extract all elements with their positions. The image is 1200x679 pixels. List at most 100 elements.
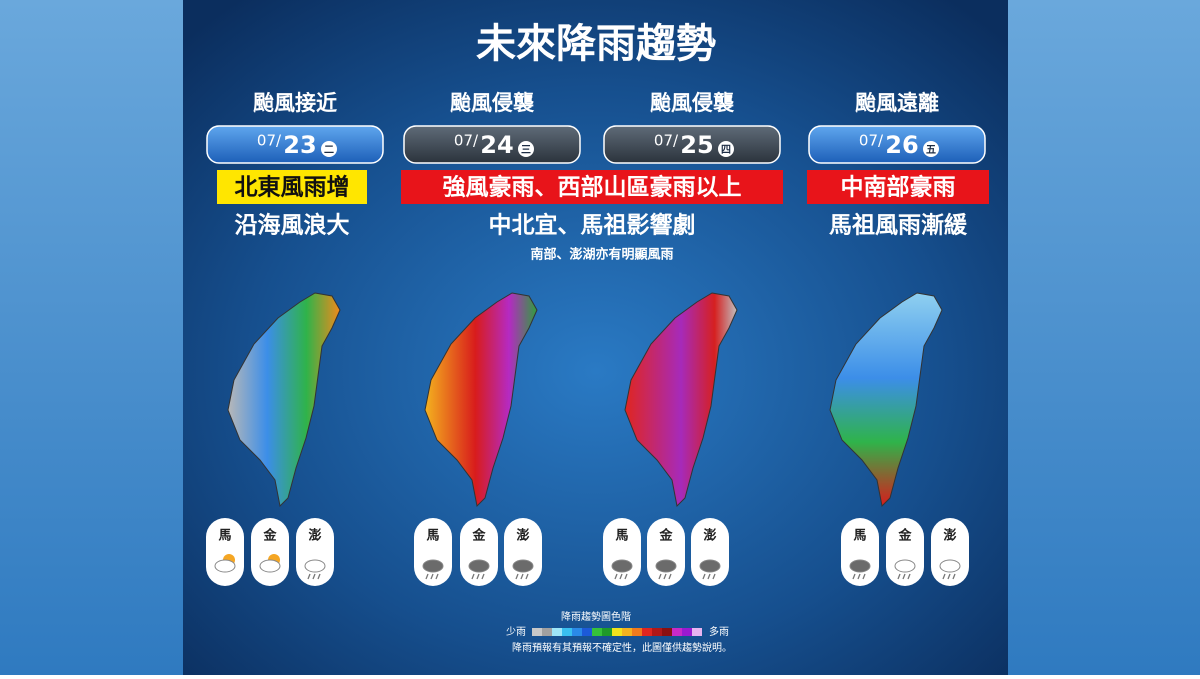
cloud-icon <box>512 559 534 573</box>
station-label: 金 <box>471 528 486 544</box>
date-month: 07/ <box>859 132 884 150</box>
date-month: 07/ <box>654 132 679 150</box>
station-pill <box>886 518 924 586</box>
rain-icon <box>425 573 439 580</box>
weekday-badge <box>923 141 939 157</box>
station-label: 馬 <box>853 529 866 544</box>
rain-icon <box>942 573 956 580</box>
date-day: 26 <box>885 131 918 159</box>
cloud-icon <box>655 559 677 573</box>
date-pill <box>808 125 986 164</box>
station-pill <box>841 518 879 586</box>
cloud-icon <box>939 559 961 573</box>
weekday: 二 <box>324 144 334 156</box>
rain-map <box>829 292 943 508</box>
cloud-icon <box>214 559 236 573</box>
station-pill <box>603 518 641 586</box>
station-label: 金 <box>262 528 277 544</box>
weekday-badge <box>718 141 734 157</box>
scale-swatch <box>642 628 652 636</box>
scale-swatch <box>692 628 702 636</box>
station-label: 澎 <box>516 528 529 544</box>
rain-icon <box>307 573 321 580</box>
date-pill <box>603 125 781 164</box>
weekday: 五 <box>926 144 936 156</box>
scale-swatch <box>582 628 592 636</box>
rain-icon <box>702 573 716 580</box>
station-label: 澎 <box>943 528 956 544</box>
station-label: 馬 <box>615 529 628 544</box>
rain-map <box>624 292 738 508</box>
detail: 沿海風浪大 <box>235 212 350 239</box>
station-label: 金 <box>897 528 912 544</box>
cloud-icon <box>849 559 871 573</box>
date-day: 25 <box>680 131 713 159</box>
weekday-badge <box>321 141 337 157</box>
scale-swatch <box>592 628 602 636</box>
headline-bg <box>401 170 783 204</box>
phase: 颱風侵襲 <box>650 91 735 115</box>
station-pill <box>460 518 498 586</box>
rain-icon <box>471 573 485 580</box>
station-pill <box>414 518 452 586</box>
rain-map <box>227 292 341 508</box>
station-pill <box>206 518 244 586</box>
headline: 北東風雨增 <box>235 174 350 201</box>
date-day: 24 <box>480 131 513 159</box>
detail: 馬祖風雨漸緩 <box>829 212 968 239</box>
date-pill <box>403 125 581 164</box>
date-month: 07/ <box>454 132 479 150</box>
date-day: 23 <box>283 131 316 159</box>
station-label: 馬 <box>426 529 439 544</box>
station-pill <box>931 518 969 586</box>
cloud-icon <box>894 559 916 573</box>
scale-swatch <box>612 628 622 636</box>
headline: 中南部豪雨 <box>841 174 956 201</box>
scale-swatch <box>672 628 682 636</box>
weekday-badge <box>518 141 534 157</box>
scale-swatch <box>532 628 542 636</box>
title: 未來降雨趨勢 <box>476 21 716 67</box>
scale-swatch <box>662 628 672 636</box>
cloud-icon <box>259 559 281 573</box>
cloud-icon <box>611 559 633 573</box>
rain-icon <box>614 573 628 580</box>
disclaimer: 降雨預報有其預報不確定性，此圖僅供趨勢說明。 <box>512 641 732 654</box>
cloud-icon <box>468 559 490 573</box>
station-label: 澎 <box>308 528 321 544</box>
color-scale <box>532 628 702 636</box>
legend-high: 多雨 <box>709 625 729 638</box>
station-pill <box>647 518 685 586</box>
phase: 颱風接近 <box>253 91 337 115</box>
date-pill <box>206 125 384 164</box>
station-pill <box>251 518 289 586</box>
phase: 颱風侵襲 <box>450 91 535 115</box>
station-pill <box>691 518 729 586</box>
rain-icon <box>852 573 866 580</box>
weekday: 三 <box>521 144 531 156</box>
weekday: 四 <box>721 144 731 156</box>
station-pill <box>504 518 542 586</box>
headline-bg <box>217 170 367 204</box>
station-label: 馬 <box>218 529 231 544</box>
station-label: 澎 <box>703 528 716 544</box>
rain-icon <box>658 573 672 580</box>
scale-swatch <box>682 628 692 636</box>
headline-bg <box>807 170 989 204</box>
detail-extra: 南部、澎湖亦有明顯風雨 <box>530 247 673 263</box>
scale-swatch <box>652 628 662 636</box>
cloud-icon <box>699 559 721 573</box>
scale-swatch <box>572 628 582 636</box>
cloud-icon <box>304 559 326 573</box>
phase: 颱風遠離 <box>855 91 939 115</box>
scale-swatch <box>602 628 612 636</box>
legend-low: 少雨 <box>506 626 526 638</box>
detail: 中北宜、馬祖影響劇 <box>489 212 696 239</box>
headline: 強風豪雨、西部山區豪雨以上 <box>443 174 742 201</box>
scale-swatch <box>562 628 572 636</box>
scale-swatch <box>552 628 562 636</box>
date-month: 07/ <box>257 132 282 150</box>
cloud-icon <box>422 559 444 573</box>
scale-swatch <box>542 628 552 636</box>
